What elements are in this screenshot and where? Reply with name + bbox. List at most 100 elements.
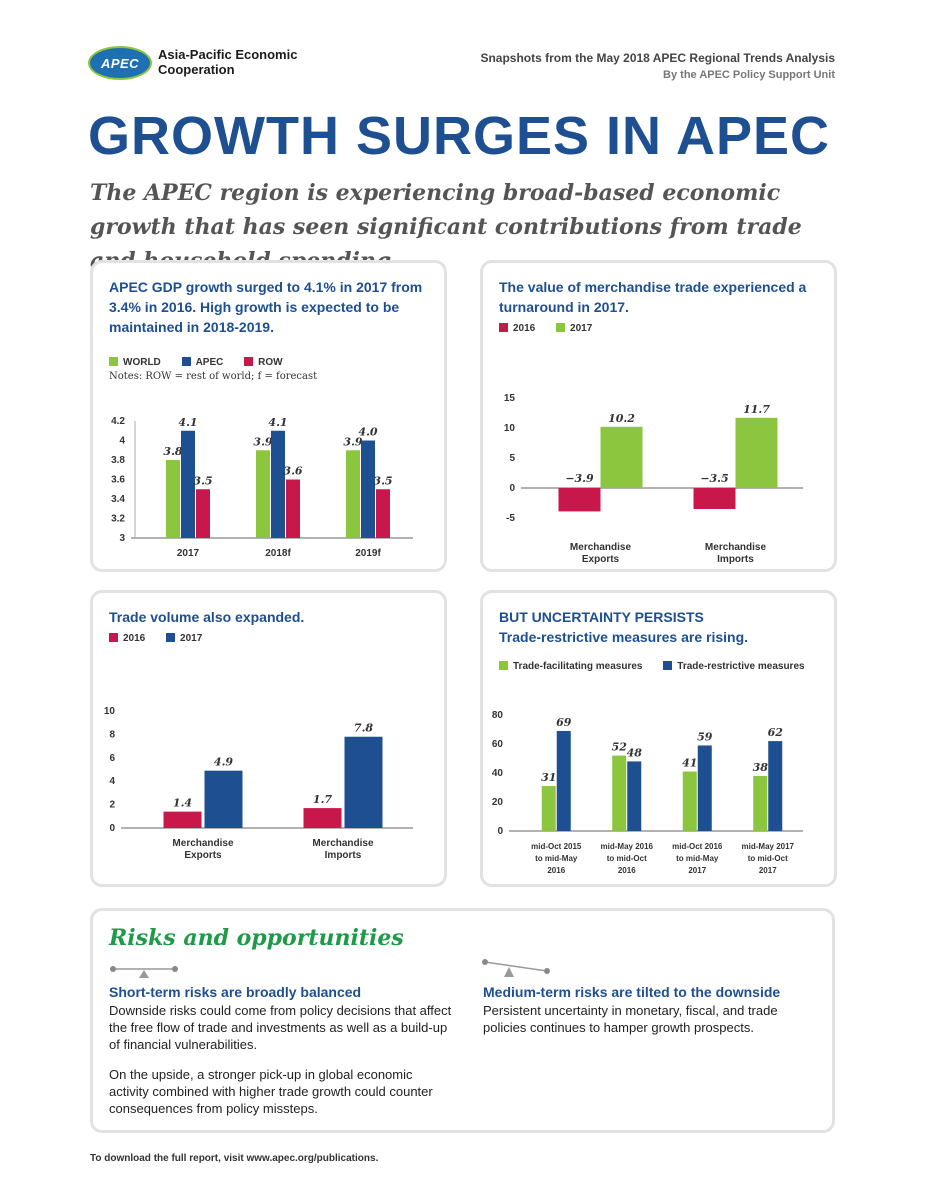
x-category-label: to mid-Oct	[748, 854, 788, 863]
x-category-label: 2016	[547, 866, 565, 875]
x-category-label: to mid-May	[676, 854, 719, 863]
bar	[768, 741, 783, 831]
bar	[286, 479, 300, 538]
legend-swatch	[663, 661, 673, 670]
bar	[361, 440, 375, 538]
y-tick-label: -5	[506, 513, 515, 524]
header-snapshot: Snapshots from the May 2018 APEC Regiona…	[480, 50, 835, 84]
x-category-label: Merchandise	[172, 838, 234, 849]
x-category-label: 2017	[177, 548, 200, 559]
bar	[558, 488, 601, 512]
x-category-label: Merchandise	[570, 542, 632, 553]
merch-legend: 2016 2017	[499, 323, 610, 334]
x-category-label: 2018f	[265, 548, 291, 559]
legend-item-2017: 2017	[556, 323, 592, 334]
x-category-label: to mid-May	[535, 854, 578, 863]
data-label: 3.5	[373, 474, 392, 487]
y-tick-label: 4	[119, 436, 125, 447]
uncertainty-legend: Trade-facilitating measures Trade-restri…	[499, 661, 823, 672]
uncertainty-panel: BUT UNCERTAINTY PERSISTS Trade-restricti…	[480, 590, 837, 887]
legend-item-apec: APEC	[181, 357, 223, 368]
by-line: By the APEC Policy Support Unit	[663, 69, 835, 81]
bar	[181, 430, 195, 538]
medium-term-text: Persistent uncertainty in monetary, fisc…	[483, 1003, 778, 1035]
uncertainty-title-1: BUT UNCERTAINTY PERSISTS	[499, 609, 704, 625]
data-label: 10.2	[608, 412, 635, 425]
data-label: 11.7	[743, 403, 770, 416]
y-tick-label: 4.2	[111, 416, 125, 427]
legend-item-facilitating: Trade-facilitating measures	[499, 661, 643, 672]
data-label: 4.9	[214, 756, 233, 769]
y-tick-label: 3.4	[111, 494, 125, 505]
data-label: 69	[556, 716, 572, 729]
y-tick-label: 80	[492, 710, 504, 721]
volume-legend: 2016 2017	[109, 633, 220, 644]
x-category-label: Imports	[717, 554, 754, 565]
bar	[163, 811, 202, 828]
uncertainty-title-2: Trade-restrictive measures are rising.	[499, 629, 749, 645]
legend-swatch	[181, 357, 191, 366]
y-tick-label: 15	[504, 393, 516, 404]
legend-swatch	[499, 323, 508, 332]
x-category-label: 2016	[618, 866, 636, 875]
y-tick-label: 6	[109, 753, 115, 764]
volume-chart: 02468101.44.9MerchandiseExports1.77.8Mer…	[104, 706, 413, 861]
y-tick-label: 0	[509, 483, 515, 494]
merch-trade-panel: The value of merchandise trade experienc…	[480, 260, 837, 572]
bar	[541, 786, 556, 831]
x-category-label: Merchandise	[312, 838, 374, 849]
merch-panel-title: The value of merchandise trade experienc…	[499, 279, 807, 315]
merch-chart: -5051015−3.910.2MerchandiseExports−3.511…	[504, 393, 803, 565]
bar	[376, 489, 390, 538]
bar	[693, 488, 736, 509]
data-label: 4.1	[268, 416, 287, 429]
apec-globe-icon: APEC	[88, 46, 152, 80]
y-tick-label: 10	[504, 423, 516, 434]
data-label: 3.6	[283, 465, 302, 478]
legend-swatch	[499, 661, 508, 670]
x-category-label: mid-Oct 2015	[531, 842, 582, 851]
legend-swatch	[109, 633, 118, 642]
bar	[196, 489, 210, 538]
gdp-legend: WORLD APEC ROW	[109, 357, 301, 368]
data-label: 38	[753, 761, 769, 774]
data-label: 41	[682, 757, 697, 770]
x-category-label: Exports	[184, 850, 222, 861]
data-label: 48	[627, 746, 643, 759]
y-tick-label: 5	[509, 453, 515, 464]
data-label: −3.5	[700, 472, 728, 485]
bar	[697, 745, 712, 831]
short-term-title: Short-term risks are broadly balanced	[109, 984, 362, 1000]
bar	[556, 730, 571, 831]
legend-item-row: ROW	[244, 357, 283, 368]
bar	[303, 808, 342, 828]
bar	[753, 775, 768, 831]
gdp-chart: 3 3.2 3.4 3.6 3.8 4 4.2 3.8 4.1 3.5 2017 3.9 4.1 3.6 2…	[111, 416, 413, 559]
y-tick-label: 3	[119, 533, 125, 544]
tilted-scale-icon	[482, 959, 550, 977]
data-label: 59	[697, 730, 713, 743]
y-tick-label: 3.2	[111, 514, 125, 525]
x-category-label: mid-May 2016	[601, 842, 654, 851]
risks-panel: Risks and opportunities Short-term risks…	[90, 908, 835, 1133]
bar	[256, 450, 270, 538]
bar	[600, 426, 643, 488]
y-tick-label: 20	[492, 797, 504, 808]
bar	[166, 460, 180, 538]
x-category-label: Exports	[582, 554, 620, 565]
y-tick-label: 10	[104, 706, 116, 717]
legend-swatch	[166, 633, 176, 642]
bar	[627, 761, 642, 831]
x-category-label: 2017	[688, 866, 706, 875]
y-tick-label: 4	[109, 776, 115, 787]
x-category-label: to mid-Oct	[607, 854, 647, 863]
gdp-note: Notes: ROW = rest of world; f = forecast	[109, 371, 318, 382]
bar	[344, 736, 383, 828]
y-tick-label: 3.6	[111, 475, 125, 486]
apec-logo: APEC Asia-Pacific Economic Cooperation	[88, 44, 318, 82]
bar	[612, 755, 627, 831]
data-label: 52	[612, 741, 628, 754]
uncertainty-chart: 0 20 40 60 80 31 69 mid-Oct 2015 to mid-May 2016 5…	[492, 710, 803, 875]
data-label: 4.1	[178, 416, 197, 429]
data-label: 31	[541, 771, 556, 784]
